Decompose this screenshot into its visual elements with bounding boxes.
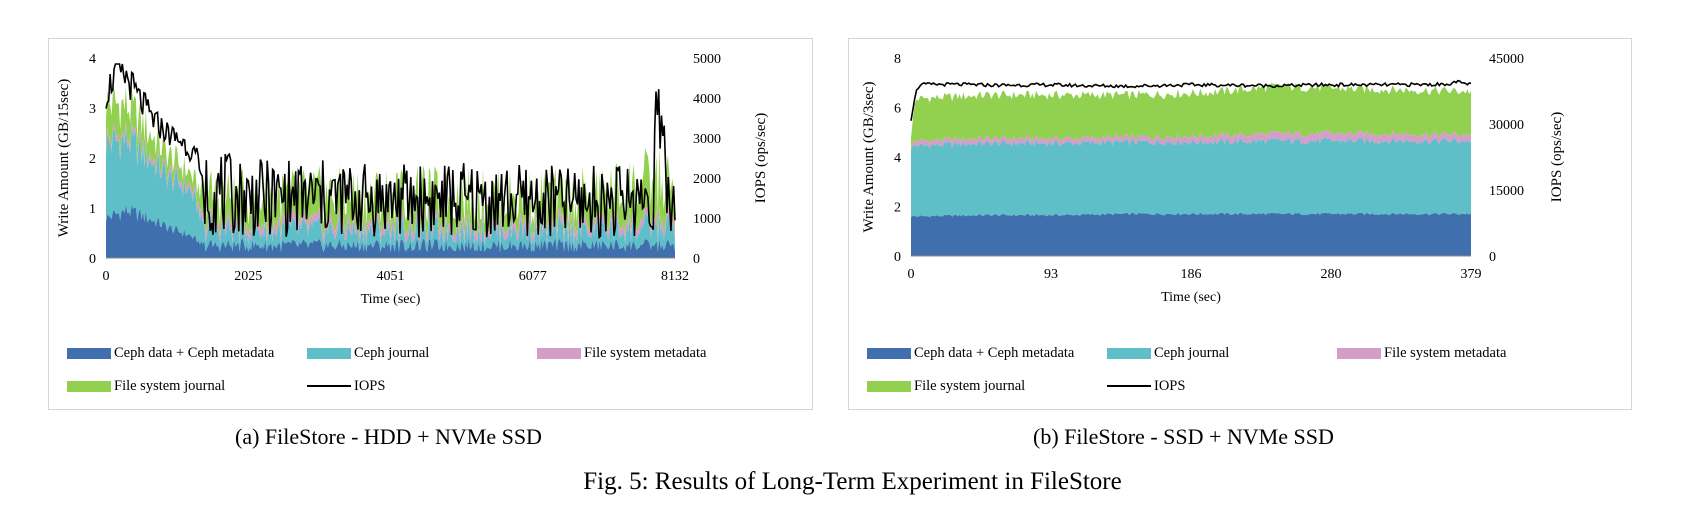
subcaption-b: (b) FileStore - SSD + NVMe SSD	[1033, 424, 1334, 449]
y-tick-label: 2	[894, 201, 901, 216]
area-ceph-journal	[911, 137, 1471, 218]
x-tick-label: 0	[908, 267, 915, 282]
y2-tick-label: 30000	[1489, 118, 1524, 133]
y-tick-label: 4	[894, 151, 901, 166]
area-ceph-data	[106, 204, 675, 258]
x-tick-label: 280	[1321, 267, 1342, 282]
y2-tick-label: 45000	[1489, 52, 1524, 67]
legend-swatch-iops	[1107, 385, 1151, 387]
area-fs-metadata	[911, 130, 1471, 150]
x-tick-label: 8132	[661, 269, 689, 284]
y2-tick-label: 0	[693, 252, 700, 267]
y2-tick-label: 0	[1489, 250, 1496, 265]
area-ceph-journal	[106, 124, 675, 253]
iops-line	[105, 63, 676, 240]
legend-item-iops: IOPS	[307, 376, 385, 396]
legend-label: File system journal	[914, 377, 1026, 394]
figure-caption: Fig. 5: Results of Long-Term Experiment …	[583, 468, 1122, 495]
x-axis-label: Time (sec)	[361, 292, 421, 307]
y2-tick-label: 1000	[693, 212, 721, 227]
y2-tick-label: 3000	[693, 132, 721, 147]
chart-a-svg: 0 1 2 3 4 0 1000 2000 3000 4000 5000 0 2025 4051 6077 8…	[56, 52, 769, 307]
legend-swatch-fs-metadata	[537, 347, 581, 359]
legend-item-fs-metadata: File system metadata	[1337, 343, 1506, 363]
y-tick-label: 4	[89, 52, 96, 67]
legend-item-ceph-data: Ceph data + Ceph metadata	[67, 343, 274, 363]
legend-label: Ceph journal	[354, 344, 430, 361]
legend-item-ceph-data: Ceph data + Ceph metadata	[867, 343, 1074, 363]
legend-item-fs-metadata: File system metadata	[537, 343, 706, 363]
legend-swatch-fs-journal	[867, 380, 911, 392]
x-tick-label: 2025	[234, 269, 262, 284]
legend-label: IOPS	[1154, 377, 1186, 394]
chart-b-svg: 0 2 4 6 8 0 15000 30000 45000 0 93 186 280 379 Time (s…	[861, 52, 1565, 305]
y2-axis-label: IOPS (ops/sec)	[753, 113, 769, 203]
y-tick-label: 1	[89, 202, 96, 217]
y2-axis-label: IOPS (ops/sec)	[1549, 112, 1565, 202]
legend-item-ceph-journal: Ceph journal	[307, 343, 429, 363]
chart-panel-a: 0 1 2 3 4 0 1000 2000 3000 4000 5000 0 2025 4051 6077 8…	[48, 38, 813, 410]
legend-label: Ceph data + Ceph metadata	[114, 344, 275, 361]
y-tick-label: 6	[894, 102, 901, 117]
chart-a-legend: Ceph data + Ceph metadata Ceph journal F…	[67, 343, 807, 405]
y-tick-label: 3	[89, 102, 96, 117]
y2-tick-label: 15000	[1489, 184, 1524, 199]
area-ceph-data	[911, 212, 1471, 256]
legend-label: File system journal	[114, 377, 226, 394]
chart-b-legend: Ceph data + Ceph metadata Ceph journal F…	[867, 343, 1607, 405]
legend-swatch-ceph-data	[67, 347, 111, 359]
x-tick-label: 186	[1181, 267, 1202, 282]
y-tick-label: 0	[89, 252, 96, 267]
legend-item-ceph-journal: Ceph journal	[1107, 343, 1229, 363]
iops-line	[910, 79, 1472, 121]
legend-swatch-fs-metadata	[1337, 347, 1381, 359]
legend-item-fs-journal: File system journal	[67, 376, 225, 396]
x-tick-label: 93	[1044, 267, 1058, 282]
y2-tick-label: 2000	[693, 172, 721, 187]
y-axis-label: Write Amount (GB/15sec)	[56, 79, 72, 238]
legend-swatch-fs-journal	[67, 380, 111, 392]
subcaption-a: (a) FileStore - HDD + NVMe SSD	[235, 424, 542, 449]
x-tick-label: 4051	[377, 269, 405, 284]
legend-label: File system metadata	[1384, 344, 1507, 361]
x-tick-label: 379	[1461, 267, 1482, 282]
y-tick-label: 8	[894, 52, 901, 67]
legend-swatch-ceph-data	[867, 347, 911, 359]
x-tick-label: 0	[103, 269, 110, 284]
legend-item-iops: IOPS	[1107, 376, 1185, 396]
legend-label: IOPS	[354, 377, 386, 394]
y-tick-label: 2	[89, 152, 96, 167]
x-tick-label: 6077	[519, 269, 547, 284]
legend-swatch-ceph-journal	[307, 347, 351, 359]
y-axis-label: Write Amount (GB/3sec)	[861, 81, 877, 232]
chart-panel-b: 0 2 4 6 8 0 15000 30000 45000 0 93 186 280 379 Time (s…	[848, 38, 1632, 410]
area-fs-journal	[911, 82, 1471, 148]
y2-tick-label: 5000	[693, 52, 721, 67]
legend-label: File system metadata	[584, 344, 707, 361]
y2-tick-label: 4000	[693, 92, 721, 107]
y-tick-label: 0	[894, 250, 901, 265]
legend-label: Ceph data + Ceph metadata	[914, 344, 1075, 361]
legend-swatch-ceph-journal	[1107, 347, 1151, 359]
legend-swatch-iops	[307, 385, 351, 387]
legend-label: Ceph journal	[1154, 344, 1230, 361]
x-axis-label: Time (sec)	[1161, 290, 1221, 305]
legend-item-fs-journal: File system journal	[867, 376, 1025, 396]
